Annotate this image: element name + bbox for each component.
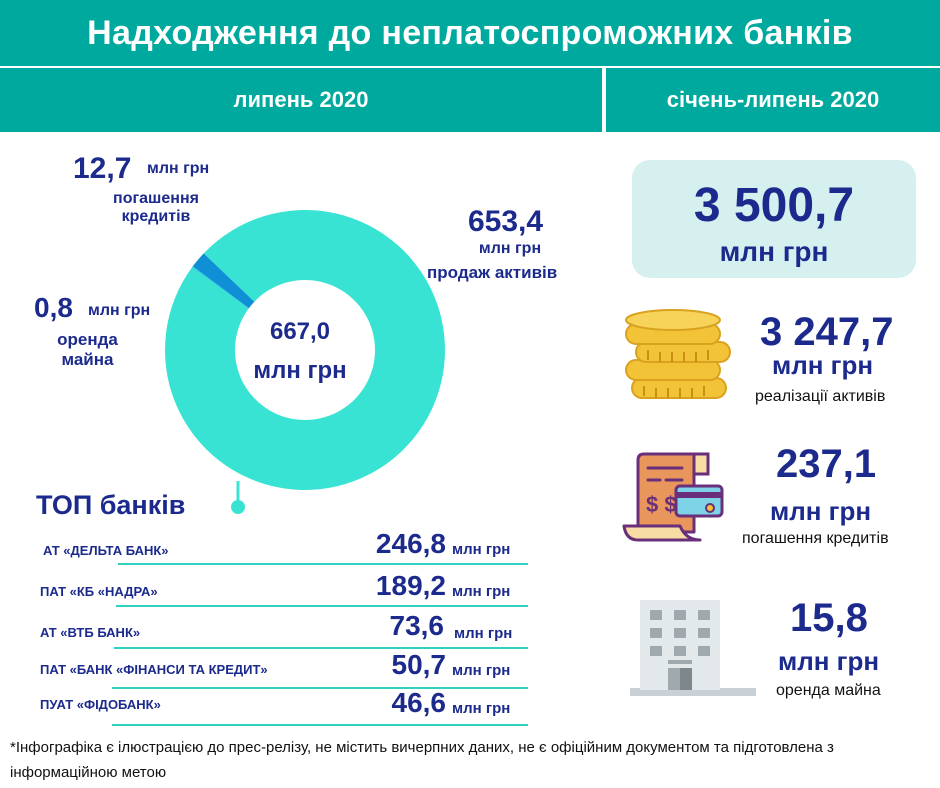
rent-unit: млн грн xyxy=(88,302,151,319)
bank-divider xyxy=(112,724,528,726)
rent-label: оренда майна xyxy=(57,330,118,369)
bank-unit: млн грн xyxy=(452,662,511,679)
total-unit: млн грн xyxy=(719,236,829,267)
bank-name: ПУАТ «ФІДОБАНК» xyxy=(40,697,161,712)
donut-segment xyxy=(165,209,445,490)
bank-divider xyxy=(114,647,528,649)
asset-sale-unit: млн грн xyxy=(478,240,542,257)
bank-unit: млн грн xyxy=(454,625,513,642)
svg-text:$ $: $ $ xyxy=(646,492,677,517)
footnote: *Інфографіка є ілюстрацією до прес-реліз… xyxy=(10,739,834,781)
donut-center-value: 667,0 xyxy=(269,318,331,345)
total-value: 3 500,7 xyxy=(693,179,855,232)
page-title: Надходження до неплатоспроможних банків xyxy=(87,14,853,52)
loan-repay-value: 12,7 xyxy=(73,152,132,185)
donut-center-unit: млн грн xyxy=(253,357,347,384)
bank-unit: млн грн xyxy=(452,541,511,558)
bank-unit: млн грн xyxy=(452,700,511,717)
bill-card-icon: $ $ xyxy=(622,452,724,542)
bank-name: АТ «ВТБ БАНК» xyxy=(40,625,141,640)
total-box: 3 500,7 млн грн xyxy=(632,160,916,278)
donut-chart xyxy=(165,209,445,514)
period-cumulative: січень-липень 2020 xyxy=(606,68,940,132)
bank-value: 50,7 xyxy=(391,649,447,680)
loan-cum-unit: млн грн xyxy=(770,496,872,526)
period-month: липень 2020 xyxy=(0,68,602,132)
top-banks-title: ТОП банків xyxy=(36,490,186,520)
rent-cum-unit: млн грн xyxy=(778,646,880,676)
asset-sale-label: продаж активів xyxy=(427,263,558,282)
coins-icon xyxy=(625,309,731,399)
asset-sale-cum-unit: млн грн xyxy=(772,350,874,380)
bank-value: 73,6 xyxy=(389,610,445,641)
loan-cum-value: 237,1 xyxy=(776,442,877,486)
rent-value: 0,8 xyxy=(34,292,73,323)
donut-pointer-dot xyxy=(231,500,245,514)
bank-divider xyxy=(112,687,528,689)
rent-cum-value: 15,8 xyxy=(790,596,868,640)
asset-sale-value: 653,4 xyxy=(468,205,544,238)
title-bar: Надходження до неплатоспроможних банків xyxy=(0,0,940,66)
loan-repay-unit: млн грн xyxy=(147,160,210,177)
loan-repay-label: погашення кредитів xyxy=(113,190,199,225)
rent-cum-label: оренда майна xyxy=(776,682,881,699)
donut-segment xyxy=(192,253,255,309)
bank-name: АТ «ДЕЛЬТА БАНК» xyxy=(43,543,169,558)
bank-name: ПАТ «БАНК «ФІНАНСИ ТА КРЕДИТ» xyxy=(40,662,268,677)
bank-unit: млн грн xyxy=(452,583,511,600)
bank-name: ПАТ «КБ «НАДРА» xyxy=(40,584,158,599)
bank-value: 189,2 xyxy=(375,570,446,601)
building-icon xyxy=(630,600,756,696)
bank-value: 246,8 xyxy=(375,528,446,559)
bank-value: 46,6 xyxy=(391,687,447,718)
bank-divider xyxy=(118,563,528,565)
loan-cum-label: погашення кредитів xyxy=(742,530,889,547)
asset-sale-cum-label: реалізації активів xyxy=(755,388,886,405)
asset-sale-cum-value: 3 247,7 xyxy=(760,310,894,354)
bank-divider xyxy=(116,605,528,607)
donut-segment xyxy=(192,266,249,309)
